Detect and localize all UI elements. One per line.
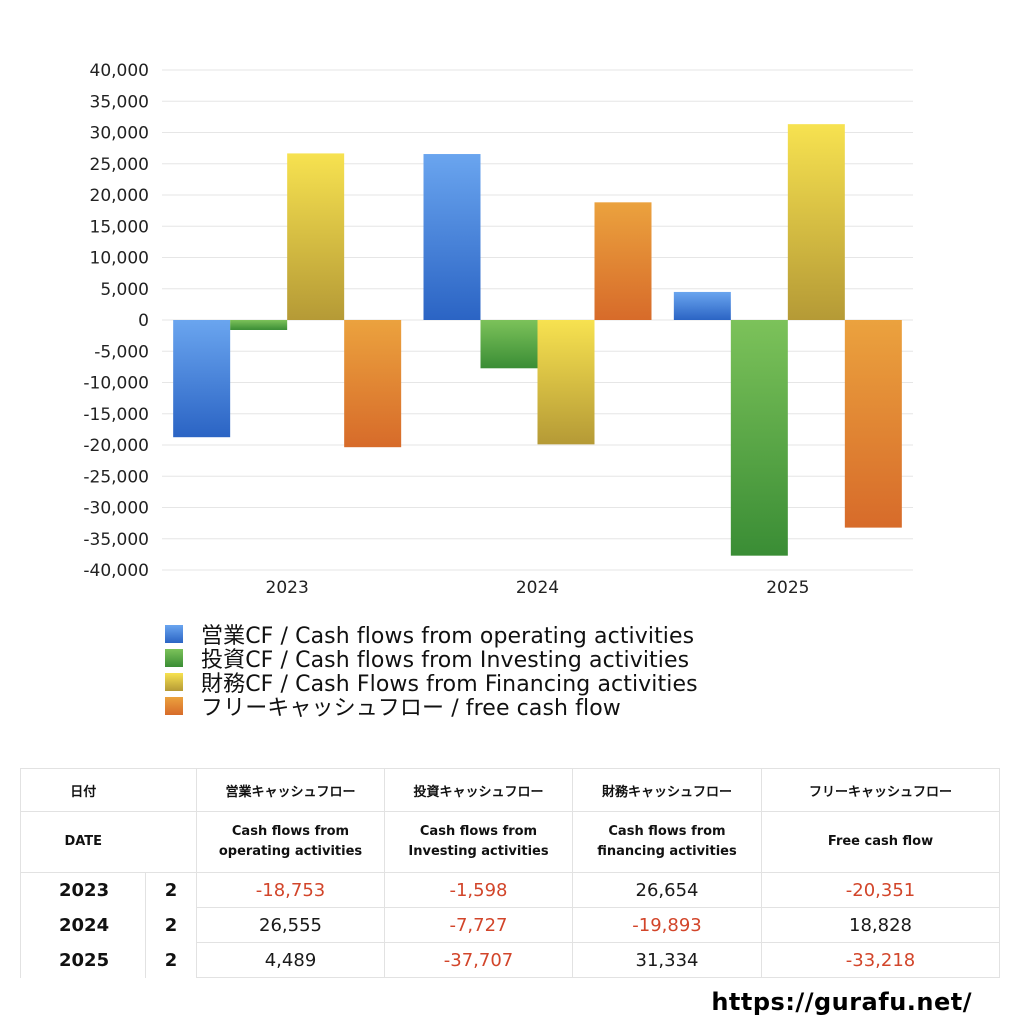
y-tick-label: 40,000 xyxy=(90,61,149,81)
bar-1-2024 xyxy=(423,154,481,320)
legend-item: 営業CF / Cash flows from operating activit… xyxy=(165,622,698,649)
table-row: 2023 2 -18,753 -1,598 26,654 -20,351 xyxy=(20,872,1000,908)
chart-legend: 営業CF / Cash flows from operating activit… xyxy=(165,622,698,721)
legend-item: 財務CF / Cash Flows from Financing activit… xyxy=(165,670,698,697)
header-free-cf-jp: フリーキャッシュフロー xyxy=(761,768,1000,812)
y-tick-label: 5,000 xyxy=(100,280,149,300)
row-year: 2023 xyxy=(20,872,146,908)
y-tick-label: -30,000 xyxy=(83,499,149,519)
legend-swatch xyxy=(165,649,183,667)
header-date-en: DATE xyxy=(20,811,146,873)
bar-1-2023 xyxy=(173,320,231,438)
header-free-cf-en: Free cash flow xyxy=(761,811,1000,873)
header-spacer xyxy=(145,768,197,812)
bar-3-2025 xyxy=(787,124,845,320)
x-tick-label: 2025 xyxy=(766,578,809,598)
cash-flow-table: 日付 営業キャッシュフロー 投資キャッシュフロー 財務キャッシュフロー フリーキ… xyxy=(20,768,1000,978)
bar-3-2024 xyxy=(537,320,595,445)
y-tick-label: 0 xyxy=(138,311,149,331)
table-cell: -33,218 xyxy=(761,942,1000,978)
y-tick-label: -25,000 xyxy=(83,467,149,487)
y-tick-label: 30,000 xyxy=(90,124,149,144)
bar-4-2024 xyxy=(594,202,652,320)
y-tick-label: 10,000 xyxy=(90,249,149,269)
y-tick-label: -20,000 xyxy=(83,436,149,456)
bar-4-2023 xyxy=(344,320,402,448)
row-quarter: 2 xyxy=(145,872,197,908)
y-tick-label: 25,000 xyxy=(90,155,149,175)
cash-flow-bar-chart: 40,000 35,000 30,000 25,000 20,000 15,000 10,0… xyxy=(83,61,913,598)
row-year: 2025 xyxy=(20,942,146,978)
y-tick-label: 35,000 xyxy=(90,92,149,112)
table-cell: 31,334 xyxy=(572,942,762,978)
legend-swatch xyxy=(165,697,183,715)
table-header-row-jp: 日付 営業キャッシュフロー 投資キャッシュフロー 財務キャッシュフロー フリーキ… xyxy=(20,768,1000,812)
legend-label: 投資CF / Cash flows from Investing activit… xyxy=(201,648,690,673)
bar-2-2023 xyxy=(230,320,288,330)
y-tick-label: -15,000 xyxy=(83,405,149,425)
legend-item: フリーキャッシュフロー / free cash flow xyxy=(165,694,698,721)
table-cell: -18,753 xyxy=(196,872,385,908)
legend-item: 投資CF / Cash flows from Investing activit… xyxy=(165,646,698,673)
legend-label: 財務CF / Cash Flows from Financing activit… xyxy=(201,672,698,697)
header-date-jp: 日付 xyxy=(20,768,146,812)
header-spacer xyxy=(145,811,197,873)
header-investing-jp: 投資キャッシュフロー xyxy=(384,768,573,812)
table-cell: -7,727 xyxy=(384,907,573,943)
y-tick-label: -5,000 xyxy=(94,342,149,362)
row-quarter: 2 xyxy=(145,907,197,943)
legend-swatch xyxy=(165,673,183,691)
bar-2-2025 xyxy=(730,320,788,556)
table-row: 2024 2 26,555 -7,727 -19,893 18,828 xyxy=(20,907,1000,943)
table-header-row-en: DATE Cash flows from operating activities… xyxy=(20,811,1000,873)
table-cell: 26,555 xyxy=(196,907,385,943)
x-tick-label: 2024 xyxy=(516,578,559,598)
table-cell: -37,707 xyxy=(384,942,573,978)
header-investing-en: Cash flows from Investing activities xyxy=(384,811,573,873)
y-tick-label: -10,000 xyxy=(83,374,149,394)
table-cell: -19,893 xyxy=(572,907,762,943)
header-operating-jp: 営業キャッシュフロー xyxy=(196,768,385,812)
y-tick-label: -40,000 xyxy=(83,561,149,581)
bar-2-2024 xyxy=(480,320,538,369)
legend-label: フリーキャッシュフロー / free cash flow xyxy=(201,696,621,721)
row-quarter: 2 xyxy=(145,942,197,978)
bar-3-2023 xyxy=(287,153,345,320)
row-year: 2024 xyxy=(20,907,146,943)
header-financing-jp: 財務キャッシュフロー xyxy=(572,768,762,812)
table-cell: 26,654 xyxy=(572,872,762,908)
header-operating-en: Cash flows from operating activities xyxy=(196,811,385,873)
legend-label: 営業CF / Cash flows from operating activit… xyxy=(201,624,695,649)
table-cell: -20,351 xyxy=(761,872,1000,908)
table-cell: 18,828 xyxy=(761,907,1000,943)
bar-4-2025 xyxy=(844,320,902,528)
table-row: 2025 2 4,489 -37,707 31,334 -33,218 xyxy=(20,942,1000,978)
legend-swatch xyxy=(165,625,183,643)
y-tick-label: -35,000 xyxy=(83,530,149,550)
y-tick-label: 20,000 xyxy=(90,186,149,206)
table-cell: 4,489 xyxy=(196,942,385,978)
bar-1-2025 xyxy=(673,291,731,320)
site-url-watermark: https://gurafu.net/ xyxy=(711,988,972,1016)
table-cell: -1,598 xyxy=(384,872,573,908)
x-tick-label: 2023 xyxy=(266,578,309,598)
y-tick-label: 15,000 xyxy=(90,217,149,237)
header-financing-en: Cash flows from financing activities xyxy=(572,811,762,873)
